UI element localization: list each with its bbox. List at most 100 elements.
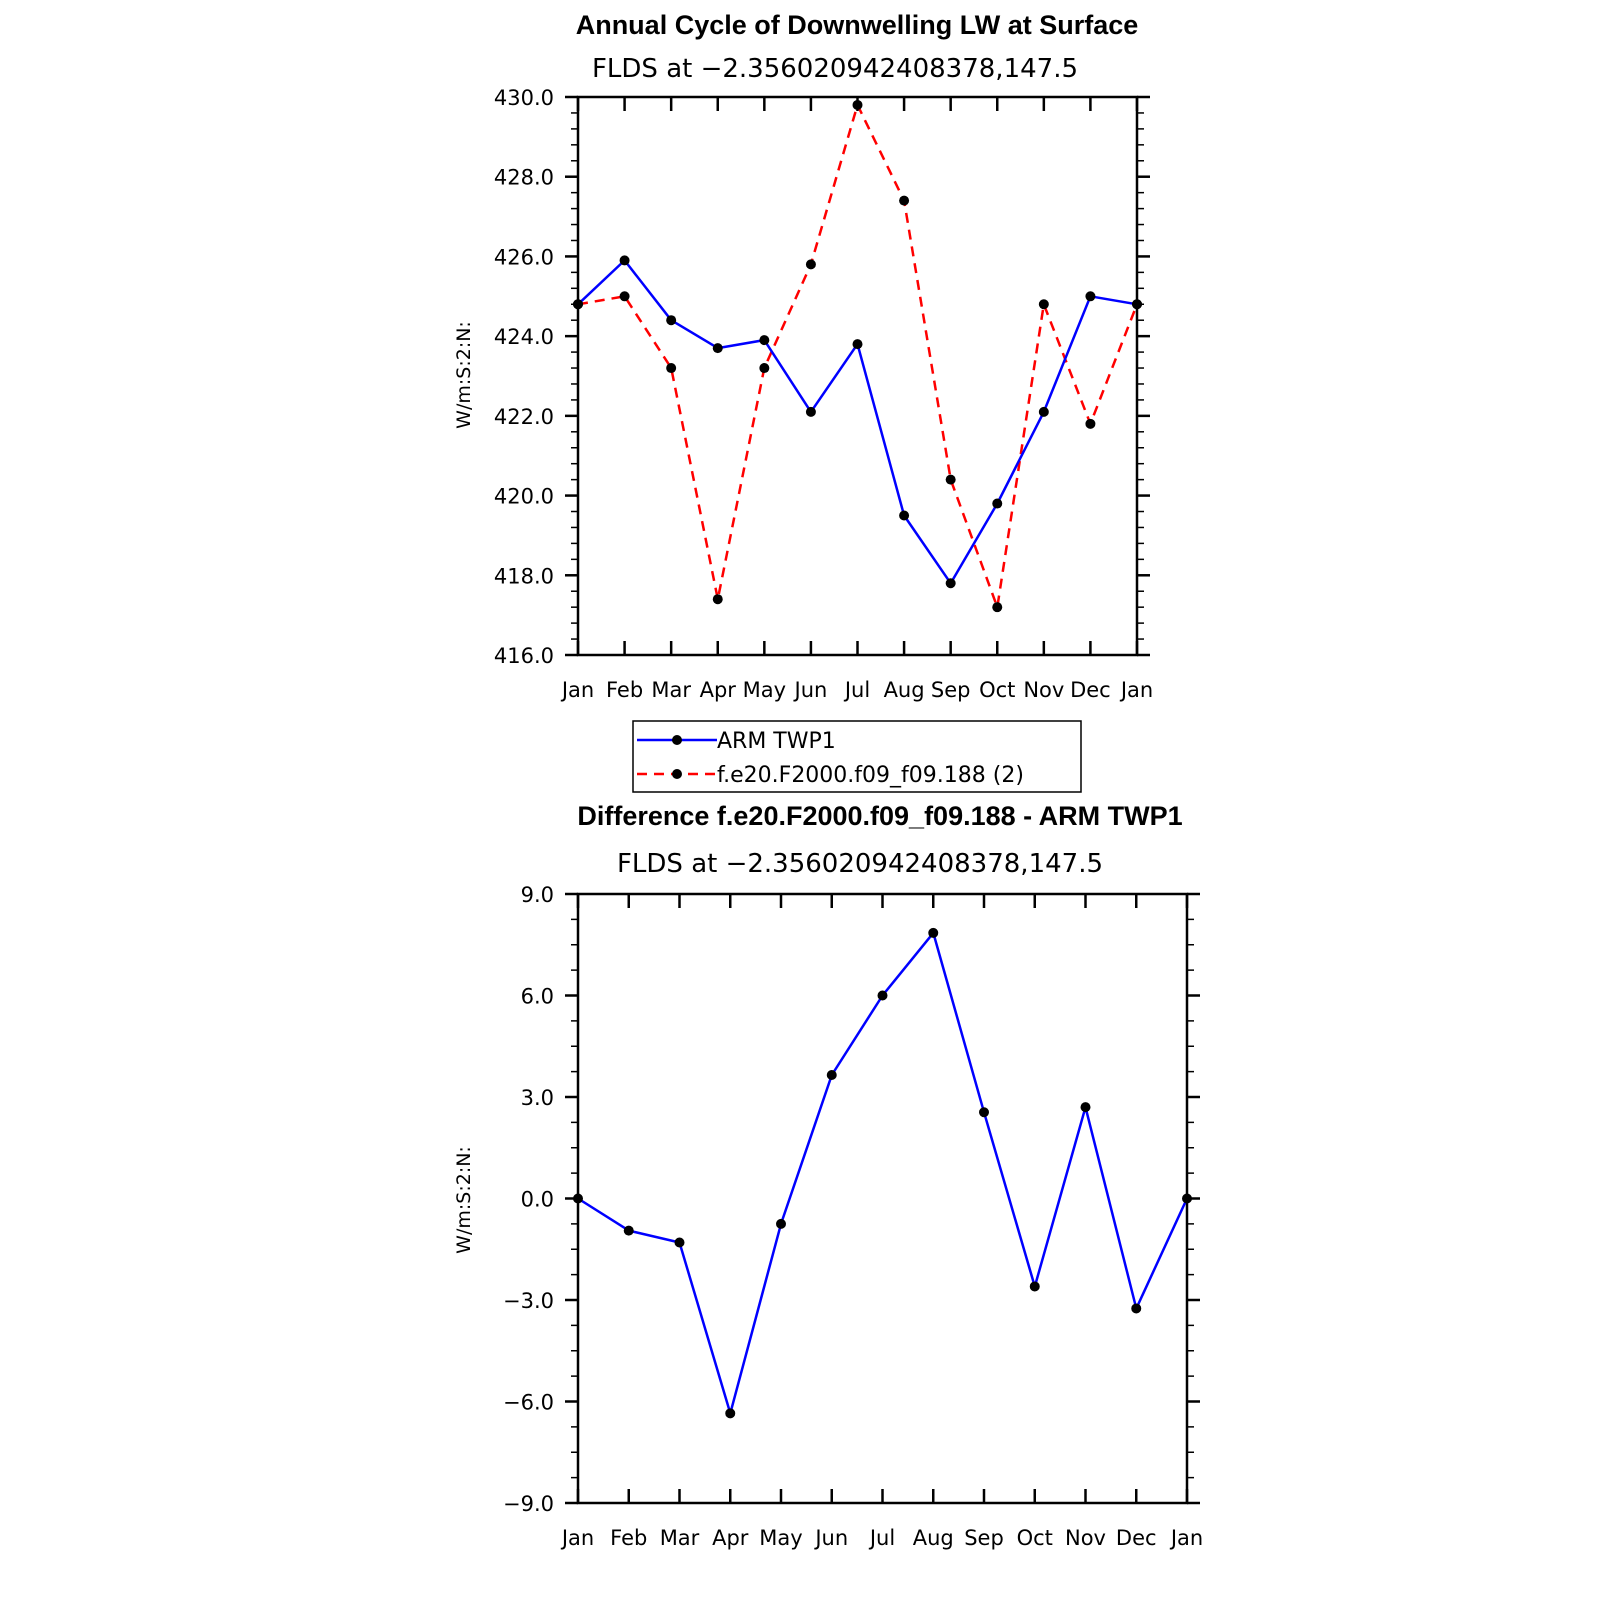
data-point: [899, 510, 910, 521]
legend-box: [632, 720, 1082, 793]
series-points: [573, 927, 1192, 1419]
data-point: [805, 406, 816, 417]
data-point: [852, 339, 863, 350]
data-point: [619, 255, 630, 266]
data-point: [1132, 299, 1142, 310]
data-point: [674, 1237, 685, 1248]
chart-title: Difference f.e20.F2000.f09_f09.188 - ARM…: [577, 801, 1182, 831]
legend: ARM TWP1 f.e20.F2000.f09_f09.188 (2): [632, 720, 1082, 793]
data-point: [1080, 1102, 1091, 1113]
legend-marker-model: [672, 769, 682, 779]
chart-subtitle: FLDS at −2.356020942408378,147.5: [592, 54, 1078, 84]
y-tick-label: 418.0: [494, 564, 554, 588]
legend-marker-arm-twp1: [672, 735, 682, 745]
data-point: [899, 195, 910, 206]
chart-subtitle: FLDS at −2.356020942408378,147.5: [617, 849, 1103, 879]
y-tick-label: 9.0: [521, 883, 554, 907]
x-tick-label: Jan: [1119, 678, 1153, 702]
y-tick-label: 428.0: [494, 166, 554, 190]
x-tick-label: Feb: [606, 678, 643, 702]
data-point: [573, 1193, 583, 1204]
x-tick-label: Oct: [979, 678, 1015, 702]
x-tick-label: Dec: [1070, 678, 1111, 702]
data-point: [1029, 1281, 1040, 1292]
x-tick-label: Sep: [964, 1526, 1004, 1550]
difference-chart: Difference f.e20.F2000.f09_f09.188 - ARM…: [453, 801, 1203, 1550]
y-tick-label: 426.0: [494, 245, 554, 269]
y-tick-label: 0.0: [521, 1188, 554, 1212]
data-point: [623, 1225, 634, 1236]
y-tick-label: −9.0: [503, 1492, 554, 1516]
y-tick-label: 422.0: [494, 405, 554, 429]
data-point: [725, 1408, 736, 1419]
data-point: [666, 363, 677, 374]
y-tick-label: 3.0: [521, 1086, 554, 1110]
y-tick-labels: −9.0 −6.0 −3.0 0.0 3.0 6.0 9.0: [503, 883, 554, 1516]
y-tick-label: 6.0: [521, 985, 554, 1009]
data-point: [573, 299, 583, 310]
x-tick-label: May: [743, 678, 786, 702]
x-tick-label: Apr: [700, 678, 737, 702]
x-tick-label: Jan: [560, 1526, 594, 1550]
data-point: [1038, 406, 1049, 417]
axis-ticks: [565, 892, 1200, 1505]
data-point: [759, 363, 770, 374]
y-tick-label: 424.0: [494, 325, 554, 349]
data-point: [928, 927, 939, 938]
data-point: [945, 578, 956, 589]
x-tick-label: Feb: [610, 1526, 647, 1550]
x-tick-label: Nov: [1065, 1526, 1106, 1550]
data-point: [712, 343, 723, 354]
data-point: [877, 990, 888, 1001]
data-point: [619, 291, 630, 302]
data-point: [1085, 291, 1096, 302]
x-tick-label: Mar: [660, 1526, 700, 1550]
data-point: [776, 1218, 786, 1229]
x-tick-labels: Jan Feb Mar Apr May Jun Jul Aug Sep Oct Nov Dec Jan: [560, 1526, 1203, 1550]
y-axis-label: W/m:S:2:N:: [453, 321, 475, 429]
chart-title: Annual Cycle of Downwelling LW at Surfac…: [576, 10, 1139, 40]
x-tick-label: Nov: [1023, 678, 1064, 702]
x-tick-label: Dec: [1116, 1526, 1157, 1550]
data-point: [945, 474, 956, 485]
data-point: [979, 1107, 989, 1118]
data-point: [992, 498, 1003, 509]
y-axis-label: W/m:S:2:N:: [453, 1146, 475, 1254]
y-tick-label: 420.0: [494, 485, 554, 509]
data-point: [1085, 418, 1096, 429]
data-point: [805, 259, 816, 270]
x-tick-labels: Jan Feb Mar Apr May Jun Jul Aug Sep Oct Nov Dec Jan: [560, 678, 1153, 702]
x-tick-label: Jan: [1169, 1526, 1203, 1550]
data-point: [666, 315, 677, 326]
y-tick-label: 416.0: [494, 644, 554, 668]
data-point: [712, 594, 723, 605]
x-tick-label: Jul: [843, 678, 870, 702]
data-point: [852, 99, 863, 110]
x-tick-label: Sep: [931, 678, 971, 702]
data-point: [1131, 1303, 1142, 1314]
x-tick-label: Apr: [712, 1526, 749, 1550]
x-tick-label: Jul: [868, 1526, 895, 1550]
data-point: [992, 602, 1003, 613]
y-tick-labels: 416.0 418.0 420.0 422.0 424.0 426.0 428.0 430.0: [494, 86, 554, 668]
y-tick-label: −6.0: [503, 1391, 554, 1415]
x-tick-label: Aug: [913, 1526, 954, 1550]
x-tick-label: Mar: [651, 678, 691, 702]
series-points: [573, 99, 1142, 613]
legend-label-arm-twp1: ARM TWP1: [717, 729, 836, 754]
annual-cycle-chart: Annual Cycle of Downwelling LW at Surfac…: [453, 10, 1153, 702]
x-tick-label: Jun: [793, 678, 828, 702]
data-point: [1038, 299, 1049, 310]
y-tick-label: 430.0: [494, 86, 554, 110]
x-tick-label: Oct: [1017, 1526, 1053, 1550]
x-tick-label: Aug: [884, 678, 925, 702]
y-tick-label: −3.0: [503, 1289, 554, 1313]
x-tick-label: Jan: [560, 678, 594, 702]
data-point: [759, 335, 770, 346]
data-point: [826, 1070, 837, 1081]
x-tick-label: May: [759, 1526, 802, 1550]
data-point: [1182, 1193, 1192, 1204]
legend-label-model: f.e20.F2000.f09_f09.188 (2): [717, 763, 1024, 788]
x-tick-label: Jun: [813, 1526, 848, 1550]
